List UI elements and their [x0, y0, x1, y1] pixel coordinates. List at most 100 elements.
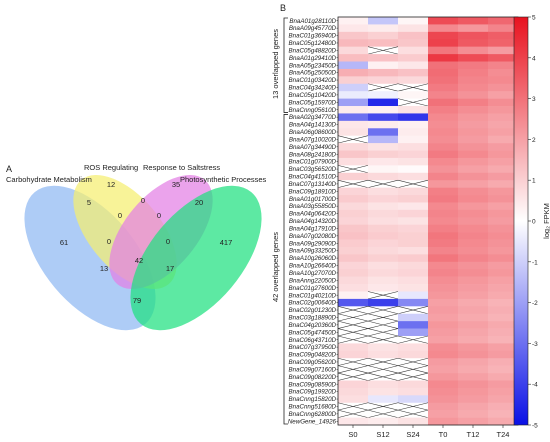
heatmap-cell-missing	[397, 372, 429, 381]
heatmap-cell	[428, 135, 459, 144]
heatmap-cell	[488, 202, 519, 211]
heatmap-cell	[428, 306, 459, 315]
heatmap-cell-missing	[367, 83, 399, 92]
heatmap-cell	[488, 358, 519, 366]
heatmap-cell	[458, 165, 489, 174]
heatmap-cell	[458, 209, 489, 218]
heatmap-cell	[458, 98, 489, 107]
colorbar-ticks: 5 4 3 2 1 0 -1 -2 -3 -4 -5	[528, 15, 538, 430]
heatmap-cell-missing	[367, 365, 399, 374]
heatmap-cell	[398, 276, 429, 285]
heatmap-cell	[458, 365, 489, 374]
heatmap-cell	[428, 120, 459, 129]
heatmap-cell	[368, 380, 399, 389]
heatmap-cell	[338, 217, 369, 226]
row-label: BnaA09g29090D	[289, 240, 337, 247]
heatmap-cell	[398, 343, 429, 352]
heatmap-cell	[428, 380, 459, 389]
heatmap-cell-missing	[337, 179, 369, 188]
heatmap-cell	[428, 373, 459, 381]
heatmap-cell	[368, 91, 399, 99]
heatmap-cell	[428, 232, 459, 240]
heatmap-cell	[488, 284, 519, 292]
heatmap-cell	[428, 343, 459, 352]
row-label: BnaC09g07160D	[289, 366, 337, 373]
row-label: BnaC01g03420D	[289, 77, 337, 84]
heatmap-cell	[338, 284, 369, 292]
heatmap-cell	[488, 343, 519, 352]
heatmap-cell	[488, 298, 519, 307]
heatmap-cell	[428, 143, 459, 151]
heatmap-cell-missing	[337, 372, 369, 381]
heatmap-cell	[368, 343, 399, 352]
heatmap-cell	[368, 261, 399, 270]
heatmap-cell-missing	[337, 335, 369, 344]
heatmap-cell-missing	[367, 179, 399, 188]
heatmap-cell	[428, 328, 459, 337]
heatmap-cell	[458, 395, 489, 404]
row-label: BnaC06g43710D	[289, 337, 337, 344]
heatmap-cells	[337, 17, 519, 426]
heatmap-cell	[398, 387, 429, 396]
heatmap-cell-missing	[337, 313, 369, 322]
heatmap-cell	[398, 224, 429, 233]
row-label: BnaC09g08590D	[289, 381, 337, 388]
column-label: S0	[348, 430, 357, 439]
heatmap-cell	[398, 350, 429, 359]
heatmap-cell-missing	[367, 320, 399, 329]
count-salt-photo: 20	[195, 198, 203, 207]
heatmap-cell-missing	[337, 135, 369, 144]
heatmap-cell	[488, 373, 519, 381]
heatmap-cell-missing	[367, 46, 399, 55]
heatmap-cell	[368, 239, 399, 248]
row-label: BnaCnng62800D	[289, 411, 337, 418]
heatmap-cell	[428, 395, 459, 404]
heatmap-cell	[368, 276, 399, 285]
row-label: BnaA05g25050D	[289, 70, 337, 77]
heatmap-cell	[368, 128, 399, 136]
row-label: BnaC03g56520D	[289, 166, 337, 173]
heatmap-cell	[398, 128, 429, 136]
heatmap-cell	[398, 202, 429, 211]
heatmap-cell	[458, 106, 489, 114]
heatmap-cell	[368, 120, 399, 129]
heatmap-cell	[488, 180, 519, 188]
heatmap-cell	[398, 106, 429, 114]
row-label: BnaC05g12480D	[289, 40, 337, 47]
column-label: T0	[439, 430, 448, 439]
heatmap-cell	[428, 113, 459, 122]
count-ros-only: 12	[107, 180, 115, 189]
heatmap-cell	[368, 395, 399, 404]
heatmap-cell	[398, 417, 429, 426]
heatmap-cell	[338, 91, 369, 99]
heatmap-cell	[338, 350, 369, 359]
heatmap-cell	[488, 17, 519, 25]
heatmap-cell	[428, 76, 459, 85]
heatmap-cell	[458, 306, 489, 315]
heatmap-cell	[368, 24, 399, 33]
heatmap-cell	[368, 224, 399, 233]
heatmap-cell	[338, 113, 369, 122]
row-label: BnaCnng05610D	[289, 107, 337, 114]
heatmap-cell	[428, 106, 459, 114]
heatmap-cell	[398, 217, 429, 226]
heatmap-cell	[428, 39, 459, 47]
heatmap-cell	[368, 209, 399, 218]
heatmap-cell	[488, 209, 519, 218]
heatmap-cell-missing	[397, 402, 429, 411]
heatmap-cell	[428, 358, 459, 366]
heatmap-cell	[488, 232, 519, 240]
heatmap-cell	[428, 98, 459, 107]
heatmap-cell	[488, 68, 519, 77]
heatmap-cell	[428, 254, 459, 263]
heatmap-cell	[338, 224, 369, 233]
heatmap-cell-missing	[397, 98, 429, 107]
row-label: BnaA04g17910D	[289, 225, 337, 232]
heatmap-cell	[488, 128, 519, 136]
heatmap-cell-missing	[367, 306, 399, 314]
heatmap-cell	[398, 91, 429, 99]
heatmap-cell	[458, 410, 489, 418]
heatmap-cell	[428, 150, 459, 159]
heatmap-cell	[368, 254, 399, 263]
count-carbo-ros: 5	[87, 198, 91, 207]
